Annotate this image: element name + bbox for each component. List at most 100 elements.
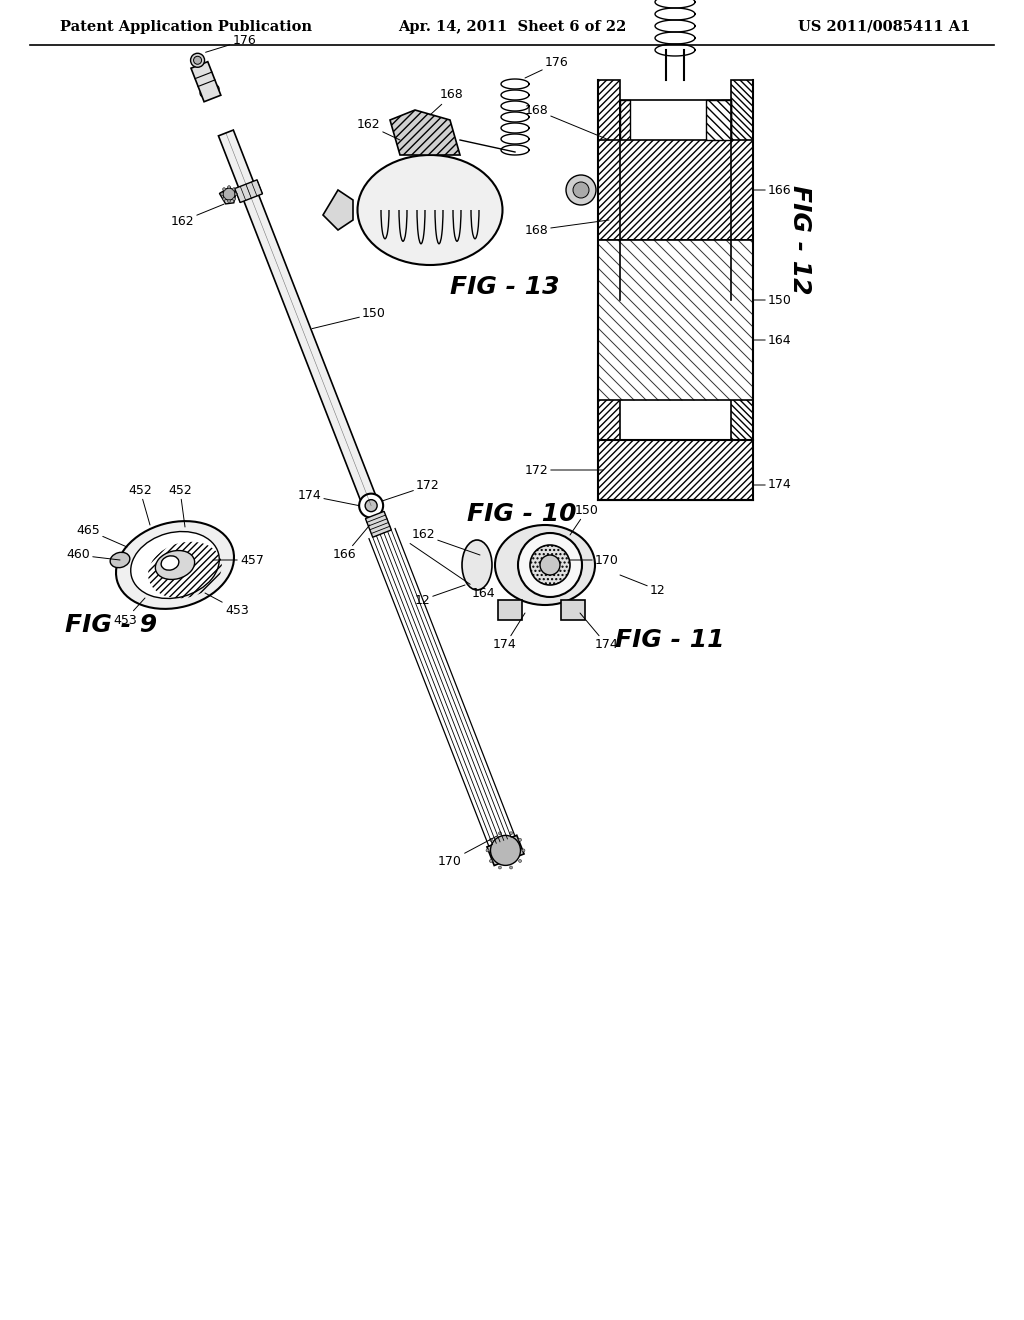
Text: 170: 170: [438, 836, 497, 867]
Circle shape: [518, 859, 521, 862]
Text: 164: 164: [410, 544, 496, 601]
Ellipse shape: [131, 532, 219, 598]
Polygon shape: [234, 180, 262, 202]
Circle shape: [227, 199, 230, 202]
Circle shape: [227, 186, 230, 189]
Circle shape: [490, 836, 520, 866]
Bar: [598, 440, 753, 500]
Circle shape: [200, 90, 208, 98]
Circle shape: [573, 182, 589, 198]
Circle shape: [222, 198, 225, 201]
Bar: [598, 81, 620, 440]
Ellipse shape: [156, 550, 195, 579]
Bar: [620, 100, 630, 300]
Text: 162: 162: [412, 528, 480, 554]
Text: 150: 150: [312, 308, 386, 329]
Text: 12: 12: [415, 585, 465, 606]
Text: 172: 172: [524, 463, 603, 477]
Bar: [731, 81, 753, 440]
Ellipse shape: [462, 540, 492, 590]
Text: FIG - 11: FIG - 11: [615, 628, 725, 652]
Circle shape: [194, 57, 202, 65]
Polygon shape: [487, 836, 524, 866]
Text: 174: 174: [297, 490, 359, 506]
Text: 162: 162: [170, 205, 224, 227]
Text: 174: 174: [580, 612, 618, 652]
Bar: [498, 601, 522, 620]
Bar: [620, 100, 630, 300]
Text: 166: 166: [333, 525, 370, 561]
Bar: [598, 440, 753, 500]
Circle shape: [222, 187, 225, 190]
Circle shape: [518, 533, 582, 597]
Text: 12: 12: [620, 576, 666, 597]
Circle shape: [486, 849, 489, 851]
Ellipse shape: [116, 521, 234, 609]
Text: 168: 168: [524, 220, 609, 236]
Bar: [706, 100, 731, 140]
Text: Apr. 14, 2011  Sheet 6 of 22: Apr. 14, 2011 Sheet 6 of 22: [397, 20, 627, 34]
Bar: [706, 100, 731, 140]
Circle shape: [530, 545, 570, 585]
Text: FIG - 9: FIG - 9: [65, 612, 157, 638]
Polygon shape: [390, 110, 460, 154]
Circle shape: [223, 189, 236, 201]
Ellipse shape: [111, 552, 130, 568]
Circle shape: [522, 849, 525, 851]
Bar: [598, 140, 753, 240]
Circle shape: [566, 176, 596, 205]
Text: 174: 174: [494, 612, 525, 652]
Text: 170: 170: [570, 553, 618, 566]
Text: 174: 174: [753, 479, 792, 491]
Circle shape: [518, 838, 521, 841]
Text: 452: 452: [168, 483, 191, 527]
Text: 168: 168: [430, 88, 464, 115]
Circle shape: [366, 500, 377, 512]
Polygon shape: [219, 187, 236, 203]
Text: FIG - 10: FIG - 10: [467, 502, 577, 525]
Text: 168: 168: [524, 103, 609, 140]
Text: 465: 465: [76, 524, 127, 546]
Circle shape: [232, 198, 236, 201]
Circle shape: [232, 187, 236, 190]
Bar: [598, 140, 753, 240]
Circle shape: [510, 866, 513, 869]
Ellipse shape: [495, 525, 595, 605]
Circle shape: [359, 494, 383, 517]
Polygon shape: [366, 511, 391, 537]
Text: 176: 176: [206, 34, 256, 53]
Text: 452: 452: [128, 483, 152, 525]
Text: 453: 453: [205, 593, 249, 616]
Text: US 2011/0085411 A1: US 2011/0085411 A1: [798, 20, 970, 34]
Bar: [598, 240, 753, 400]
Circle shape: [499, 832, 502, 834]
Text: FIG - 12: FIG - 12: [788, 185, 812, 294]
Text: 453: 453: [113, 598, 145, 627]
Circle shape: [499, 866, 502, 869]
Text: Patent Application Publication: Patent Application Publication: [60, 20, 312, 34]
Ellipse shape: [357, 154, 503, 265]
Circle shape: [489, 859, 493, 862]
Bar: [561, 601, 585, 620]
Circle shape: [220, 193, 223, 195]
Text: 172: 172: [383, 479, 440, 500]
Bar: [731, 81, 753, 440]
Text: 176: 176: [525, 57, 568, 78]
Circle shape: [540, 554, 560, 576]
Text: 150: 150: [570, 503, 599, 535]
Text: 150: 150: [753, 293, 792, 306]
Circle shape: [489, 838, 493, 841]
Ellipse shape: [161, 556, 179, 570]
Circle shape: [211, 84, 219, 92]
Polygon shape: [191, 62, 221, 102]
Circle shape: [234, 193, 238, 195]
Text: FIG - 13: FIG - 13: [450, 275, 559, 300]
Bar: [598, 81, 620, 440]
Polygon shape: [218, 131, 379, 508]
Circle shape: [206, 87, 214, 95]
Circle shape: [510, 832, 513, 834]
Text: 460: 460: [67, 549, 120, 561]
Circle shape: [190, 53, 205, 67]
Bar: [721, 100, 731, 300]
Text: 457: 457: [213, 553, 264, 566]
